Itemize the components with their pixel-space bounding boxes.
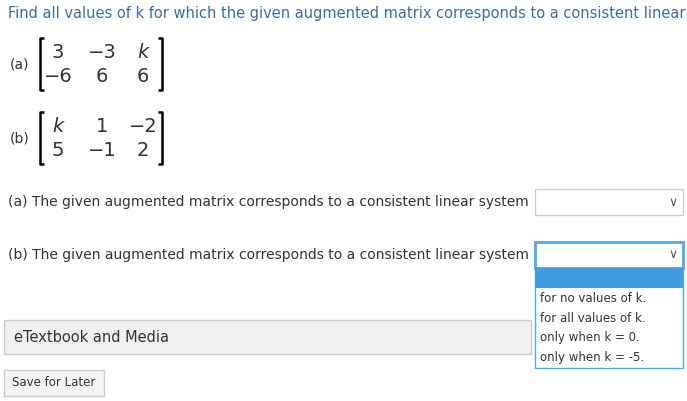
FancyBboxPatch shape: [4, 370, 104, 396]
Text: (a) The given augmented matrix corresponds to a consistent linear system: (a) The given augmented matrix correspon…: [8, 195, 529, 209]
Text: only when k = 0.: only when k = 0.: [540, 332, 640, 344]
Text: k: k: [137, 43, 148, 61]
FancyBboxPatch shape: [535, 268, 683, 288]
Text: only when k = -5.: only when k = -5.: [540, 352, 644, 365]
Text: k: k: [52, 117, 64, 136]
FancyBboxPatch shape: [535, 189, 683, 215]
Text: (a): (a): [10, 57, 30, 71]
FancyBboxPatch shape: [4, 320, 531, 354]
FancyBboxPatch shape: [535, 268, 683, 368]
Text: 1: 1: [95, 117, 108, 136]
Text: ∨: ∨: [668, 249, 677, 261]
Text: for no values of k.: for no values of k.: [540, 292, 646, 304]
Text: (b) The given augmented matrix corresponds to a consistent linear system: (b) The given augmented matrix correspon…: [8, 248, 529, 262]
Text: eTextbook and Media: eTextbook and Media: [14, 330, 169, 344]
Text: −3: −3: [88, 43, 116, 61]
Text: −2: −2: [128, 117, 157, 136]
Text: (b): (b): [10, 131, 30, 145]
Text: −1: −1: [88, 140, 116, 160]
Text: ∨: ∨: [668, 196, 677, 209]
Text: 3: 3: [52, 43, 64, 61]
Text: 6: 6: [137, 67, 149, 85]
Text: for all values of k.: for all values of k.: [540, 312, 646, 324]
Text: Save for Later: Save for Later: [12, 377, 95, 389]
Text: 6: 6: [95, 67, 108, 85]
Text: −6: −6: [44, 67, 72, 85]
FancyBboxPatch shape: [535, 242, 683, 268]
Text: 5: 5: [52, 140, 65, 160]
Text: Find all values of k for which the given augmented matrix corresponds to a consi: Find all values of k for which the given…: [8, 6, 687, 21]
Text: 2: 2: [137, 140, 149, 160]
